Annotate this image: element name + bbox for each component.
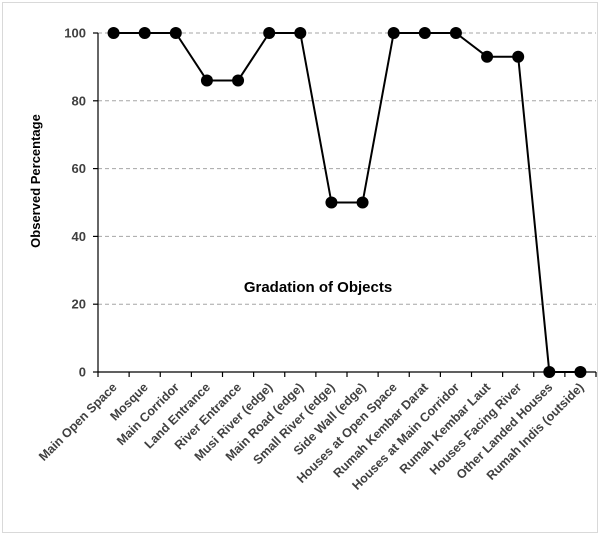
y-tick-label: 100 [64,26,86,41]
chart-annotation: Gradation of Objects [244,279,392,296]
y-tick-label: 40 [72,229,86,244]
y-tick-label: 80 [72,93,86,108]
data-point [387,27,400,39]
series-line-path [113,32,581,373]
data-point [294,27,307,39]
data-point [200,74,213,87]
data-point [325,196,338,209]
data-point [356,196,369,209]
axes [93,32,597,377]
x-tick-label: Main Open Space [36,380,120,464]
y-tick-labels: 0 20 40 60 80 100 [64,26,86,380]
y-tick-label: 20 [72,297,86,312]
series-markers [107,27,587,378]
data-point [543,366,556,378]
data-point [449,27,462,39]
data-point [169,27,182,39]
data-point [138,27,151,39]
series-line [113,32,581,373]
y-tick-label: 60 [72,161,86,176]
data-point [481,50,494,63]
data-point [418,27,431,39]
data-point [232,74,245,87]
y-axis-title: Observed Percentage [28,114,43,248]
data-point [574,366,587,378]
data-point [512,50,525,63]
y-tick-label: 0 [79,365,86,380]
data-point [263,27,276,39]
chart-frame [2,2,598,533]
gridlines [98,32,596,305]
data-point [107,27,120,39]
